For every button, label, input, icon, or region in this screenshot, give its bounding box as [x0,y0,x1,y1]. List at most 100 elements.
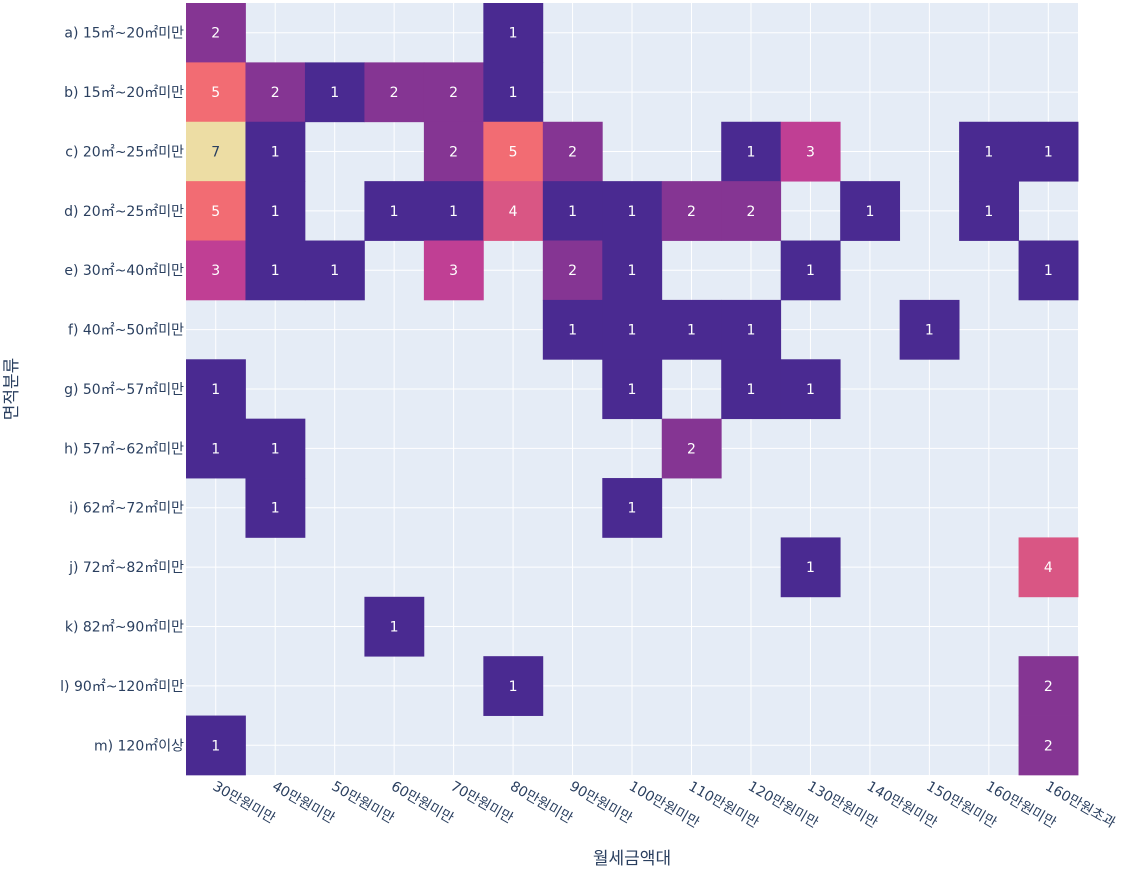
heatmap-cell [780,359,841,420]
cell-value-label: 1 [1044,263,1053,279]
heatmap-cell [542,181,603,241]
cell-value-label: 2 [687,441,696,457]
heatmap-cell [186,418,246,479]
x-axis-title: 월세금액대 [593,849,671,869]
heatmap-cell [780,240,841,301]
cell-value-label: 1 [984,144,993,160]
heatmap-cell [483,3,544,63]
heatmap-cell [245,121,306,182]
y-tick-label: m) 120㎡이상 [94,738,184,754]
y-tick-label: k) 82㎡~90㎡미만 [65,619,184,635]
cell-value-label: 1 [568,323,577,339]
x-tick-labels: 30만원미만40만원미만50만원미만60만원미만70만원미만80만원미만90만원… [210,779,1118,832]
heatmap-cell [483,656,544,716]
cell-value-label: 1 [211,382,220,398]
cell-value-label: 1 [628,501,637,517]
heatmap-cell [304,62,365,123]
cell-value-label: 3 [449,263,458,279]
x-tick-label: 30만원미만 [210,779,278,828]
cell-value-label: 1 [271,263,280,279]
y-tick-label: e) 30㎡~40㎡미만 [64,263,184,279]
heatmap-cell [186,121,246,182]
heatmap-cell [245,181,306,241]
cell-value-label: 1 [628,323,637,339]
x-tick-label: 40만원미만 [269,779,337,828]
cell-value-label: 1 [628,382,637,398]
heatmap-cell [959,121,1019,182]
heatmap-cell [721,121,782,182]
y-tick-label: h) 57㎡~62㎡미만 [64,441,184,457]
cell-labels: 2 1 5 2 1 2 2 1 7 1 2 5 2 1 3 1 1 5 1 1 1 4 1 1 2 2 1 1 3 1 1 3 2 1 1 1 1 1 1 1… [211,26,1053,755]
cell-value-label: 7 [211,144,220,160]
heatmap-cell [423,181,484,241]
cell-value-label: 2 [390,85,399,101]
heatmap-cell [364,62,425,123]
cell-value-label: 1 [509,26,518,42]
cell-value-label: 1 [211,441,220,457]
cell-value-label: 2 [449,144,458,160]
heatmap-cell [186,181,246,241]
y-tick-label: g) 50㎡~57㎡미만 [64,382,184,398]
cell-value-label: 2 [1044,738,1053,754]
cell-value-label: 1 [390,619,399,635]
heatmap-cell [1018,537,1079,598]
cell-value-label: 1 [568,204,577,220]
heatmap-cell [602,478,663,538]
cell-value-label: 1 [449,204,458,220]
x-tick-label: 80만원미만 [507,779,575,828]
cell-value-label: 4 [509,204,518,220]
heatmap-cell [186,359,246,420]
heatmap-cell [542,240,603,301]
heatmap-cell [364,596,425,657]
y-tick-label: a) 15㎡~20㎡미만 [64,26,184,42]
heatmap-cell [780,537,841,598]
cell-value-label: 2 [568,263,577,279]
y-tick-label: c) 20㎡~25㎡미만 [65,144,184,160]
cell-value-label: 2 [747,204,756,220]
cell-value-label: 1 [271,501,280,517]
cell-value-label: 3 [806,144,815,160]
heatmap-cells [186,3,1079,776]
cell-value-label: 1 [806,560,815,576]
heatmap-cell [602,181,663,241]
cell-value-label: 1 [1044,144,1053,160]
y-tick-label: i) 62㎡~72㎡미만 [69,501,184,517]
heatmap-cell [304,240,365,301]
cell-value-label: 1 [747,382,756,398]
heatmap-cell [483,62,544,123]
cell-value-label: 1 [925,323,934,339]
cell-value-label: 1 [330,263,339,279]
heatmap-cell [245,418,306,479]
cell-value-label: 4 [1044,560,1053,576]
cell-value-label: 1 [628,204,637,220]
heatmap-cell [721,359,782,420]
y-axis-title: 면적분류 [2,358,22,421]
heatmap-cell [1018,715,1079,776]
heatmap-cell [483,181,544,241]
y-tick-label: l) 90㎡~120㎡미만 [60,679,184,695]
y-tick-label: b) 15㎡~20㎡미만 [64,85,184,101]
heatmap-cell [602,240,663,301]
heatmap-cell [186,3,246,63]
cell-value-label: 3 [211,263,220,279]
heatmap-cell [542,121,603,182]
cell-value-label: 2 [271,85,280,101]
heatmap-cell [1018,240,1079,301]
heatmap-cell [423,121,484,182]
cell-value-label: 1 [687,323,696,339]
heatmap-cell [721,299,782,360]
cell-value-label: 5 [211,85,220,101]
heatmap-cell [602,299,663,360]
heatmap-cell [245,62,306,123]
heatmap-cell [840,181,901,241]
cell-value-label: 1 [628,263,637,279]
cell-value-label: 1 [806,382,815,398]
cell-value-label: 2 [211,26,220,42]
heatmap-cell [423,62,484,123]
cell-value-label: 1 [747,144,756,160]
cell-value-label: 1 [747,323,756,339]
heatmap-cell [1018,656,1079,716]
heatmap-cell [364,181,425,241]
y-tick-label: j) 72㎡~82㎡미만 [68,560,184,576]
